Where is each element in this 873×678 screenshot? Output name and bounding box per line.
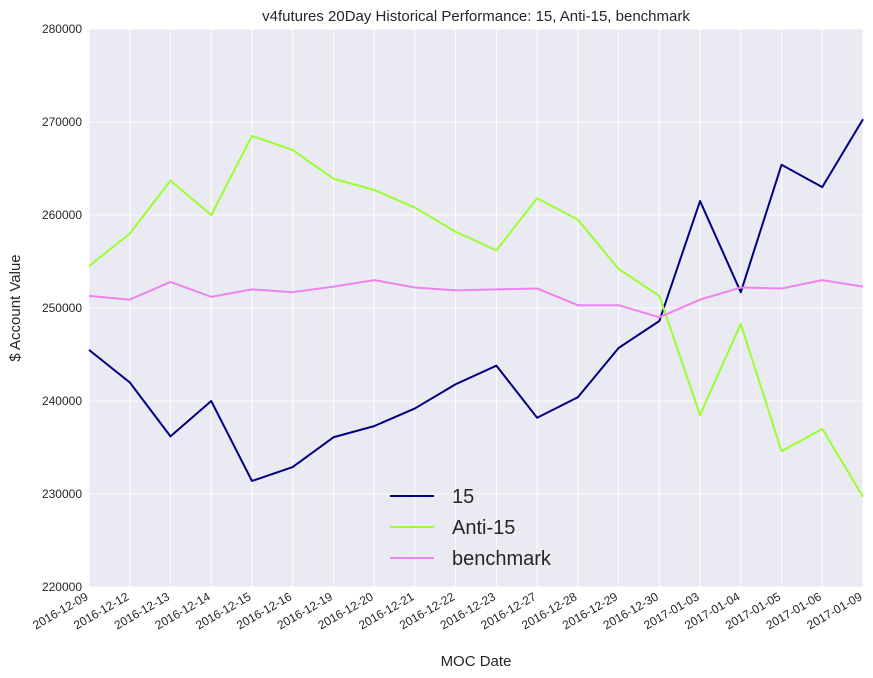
series-line-benchmark <box>88 279 864 319</box>
y-tick-label: 240000 <box>42 394 82 408</box>
y-tick-labels: 220000 230000 240000 250000 260000 270000 2800… <box>42 22 82 594</box>
legend-label: benchmark <box>452 548 552 570</box>
legend: 15 Anti-15 benchmark <box>390 486 552 570</box>
x-tick-labels: 2016-12-092016-12-122016-12-132016-12-14… <box>30 589 864 632</box>
legend-label: Anti-15 <box>452 517 515 539</box>
series-line-15 <box>88 118 864 482</box>
y-tick-label: 260000 <box>42 208 82 222</box>
y-tick-label: 280000 <box>42 22 82 36</box>
series-lines <box>88 118 864 498</box>
chart-title: v4futures 20Day Historical Performance: … <box>262 8 690 25</box>
series-line-anti-15 <box>88 134 864 498</box>
y-tick-label: 250000 <box>42 301 82 315</box>
y-axis-title: $ Account Value <box>7 254 24 361</box>
x-axis-title: MOC Date <box>441 653 512 670</box>
y-tick-label: 220000 <box>42 580 82 594</box>
grid-lines <box>88 28 864 588</box>
legend-label: 15 <box>452 486 474 508</box>
y-tick-label: 230000 <box>42 487 82 501</box>
y-tick-label: 270000 <box>42 115 82 129</box>
